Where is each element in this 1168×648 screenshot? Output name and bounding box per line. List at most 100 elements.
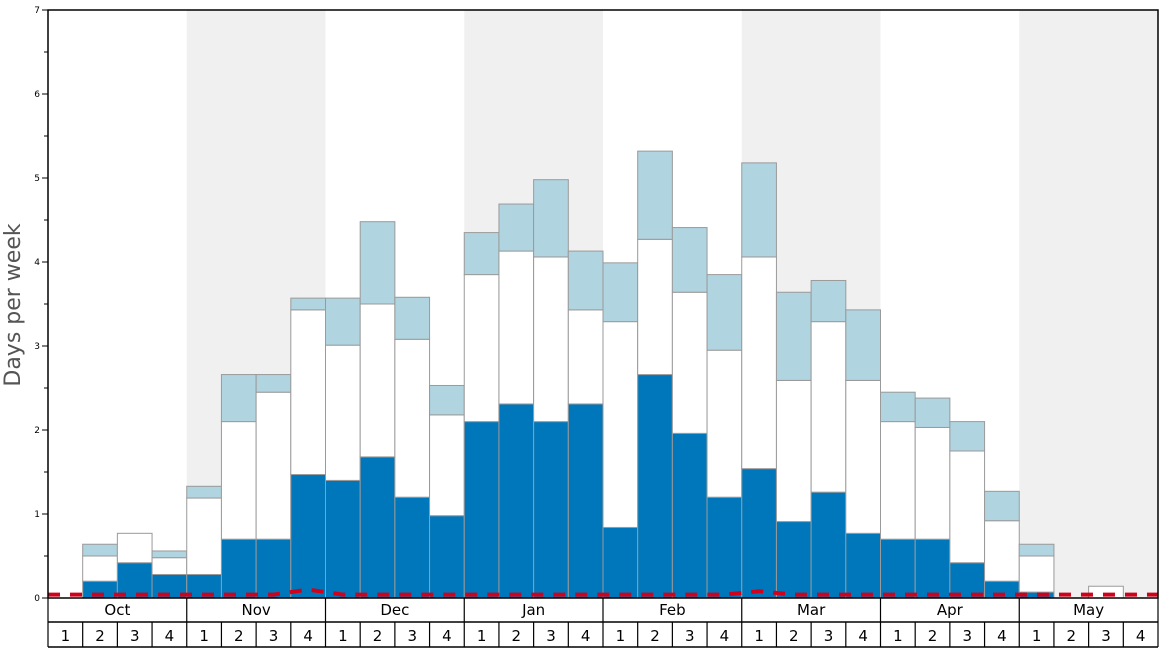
- bar-segment-middle: [498, 250, 535, 405]
- bar-segment-top: [1018, 543, 1055, 557]
- week-label: 4: [442, 627, 452, 645]
- bar-segment-bottom: [845, 532, 881, 599]
- bar-segment-bottom: [394, 496, 431, 599]
- bar-segment-middle: [394, 338, 431, 498]
- week-label: 3: [546, 627, 556, 645]
- month-shade-may: [1019, 10, 1158, 598]
- bar-segment-middle: [914, 426, 951, 540]
- bar-segment-top: [290, 297, 326, 311]
- week-label: 1: [199, 627, 209, 645]
- month-label-apr: Apr: [937, 601, 964, 619]
- bar-segment-bottom: [325, 479, 361, 599]
- week-label: 1: [338, 627, 348, 645]
- bar-segment-bottom: [671, 432, 708, 599]
- bar-segment-bottom: [914, 538, 951, 599]
- week-label: 4: [303, 627, 313, 645]
- bar-segment-middle: [1018, 555, 1055, 593]
- bar-segment-top: [82, 543, 118, 557]
- week-label: 4: [581, 627, 591, 645]
- y-tick-label: 5: [34, 174, 40, 184]
- bar-segment-top: [602, 262, 639, 323]
- bar-segment-top: [325, 297, 361, 346]
- bar-segment-bottom: [359, 456, 396, 599]
- week-axis: 1 2 3 4 1 2 3 4 1 2 3 4 1 2 3 4 1 2 3 4 1 2 3 4 1 2 3 4 1 2 3 4: [47, 622, 1159, 648]
- bar-segment-top: [880, 391, 916, 423]
- bar-segment-middle: [116, 532, 153, 564]
- bar-segment-bottom: [255, 538, 292, 599]
- y-axis-title: Days per week: [1, 223, 26, 386]
- bar-segment-top: [498, 203, 535, 252]
- dashed-line-series: [48, 587, 1158, 597]
- week-label: 3: [685, 627, 695, 645]
- bar-segment-top: [845, 309, 881, 381]
- dashed-line: [48, 587, 1158, 597]
- month-label-mar: Mar: [797, 601, 826, 619]
- bar-segment-top: [429, 384, 465, 416]
- bar-segment-top: [463, 232, 500, 276]
- week-label: 2: [512, 627, 522, 645]
- month-label-nov: Nov: [241, 601, 270, 619]
- bar-segment-middle: [186, 497, 222, 575]
- week-label: 1: [616, 627, 626, 645]
- y-tick-label: 7: [34, 6, 40, 16]
- bar-segment-bottom: [706, 496, 743, 599]
- month-label-jan: Jan: [521, 601, 545, 619]
- bar-segment-bottom: [775, 521, 812, 599]
- bar-segment-middle: [220, 421, 257, 540]
- bar-segment-middle: [880, 421, 916, 540]
- y-tick-label: 6: [34, 90, 40, 100]
- bar-segment-bottom: [880, 538, 916, 599]
- bar-segment-middle: [671, 291, 708, 434]
- bar-segment-middle: [463, 274, 500, 423]
- y-tick-label: 2: [34, 426, 40, 436]
- week-label: 3: [130, 627, 140, 645]
- week-label: 2: [928, 627, 938, 645]
- bar-segment-middle: [637, 238, 673, 376]
- bar-segment-bottom: [567, 403, 604, 599]
- bar-segment-middle: [429, 414, 465, 517]
- week-label: 3: [407, 627, 417, 645]
- bar-segment-top: [810, 279, 847, 323]
- stacked-bars: [82, 150, 1124, 599]
- bar-segment-middle: [255, 391, 292, 540]
- bar-segment-bottom: [533, 421, 569, 599]
- week-label: 2: [650, 627, 660, 645]
- y-tick-label: 4: [34, 258, 40, 268]
- week-label: 2: [234, 627, 244, 645]
- week-label: 1: [1032, 627, 1042, 645]
- bar-segment-top: [255, 374, 292, 393]
- y-tick-label: 1: [34, 510, 40, 520]
- week-label: 4: [720, 627, 730, 645]
- bar-segment-middle: [151, 557, 188, 575]
- week-label: 2: [373, 627, 383, 645]
- bar-segment-bottom: [290, 474, 326, 599]
- bar-segment-middle: [984, 520, 1020, 582]
- week-label: 1: [477, 627, 487, 645]
- bar-segment-middle: [845, 379, 881, 534]
- month-axis: Oct Nov Dec Jan Feb Mar Apr May: [47, 598, 1159, 623]
- bar-segment-middle: [602, 321, 639, 528]
- bar-segment-bottom: [498, 403, 535, 599]
- bar-segment-top: [671, 227, 708, 293]
- bar-segment-bottom: [741, 468, 777, 599]
- month-label-may: May: [1073, 601, 1104, 619]
- bar-segment-bottom: [220, 538, 257, 599]
- bar-segment-top: [741, 162, 777, 258]
- bar-segment-middle: [325, 344, 361, 481]
- week-label: 1: [893, 627, 903, 645]
- bar-segment-middle: [533, 256, 569, 423]
- bar-segment-middle: [741, 256, 777, 470]
- bar-segment-bottom: [637, 374, 673, 599]
- week-label: 4: [858, 627, 868, 645]
- bar-segment-top: [151, 550, 188, 559]
- month-label-feb: Feb: [659, 601, 686, 619]
- week-label: 3: [962, 627, 972, 645]
- bar-segment-middle: [567, 309, 604, 405]
- bar-segment-middle: [82, 555, 118, 582]
- bar-segment-middle: [290, 309, 326, 476]
- bar-segment-bottom: [810, 491, 847, 599]
- week-label: 4: [1136, 627, 1146, 645]
- bar-segment-top: [394, 296, 431, 340]
- bar-segment-middle: [949, 450, 986, 564]
